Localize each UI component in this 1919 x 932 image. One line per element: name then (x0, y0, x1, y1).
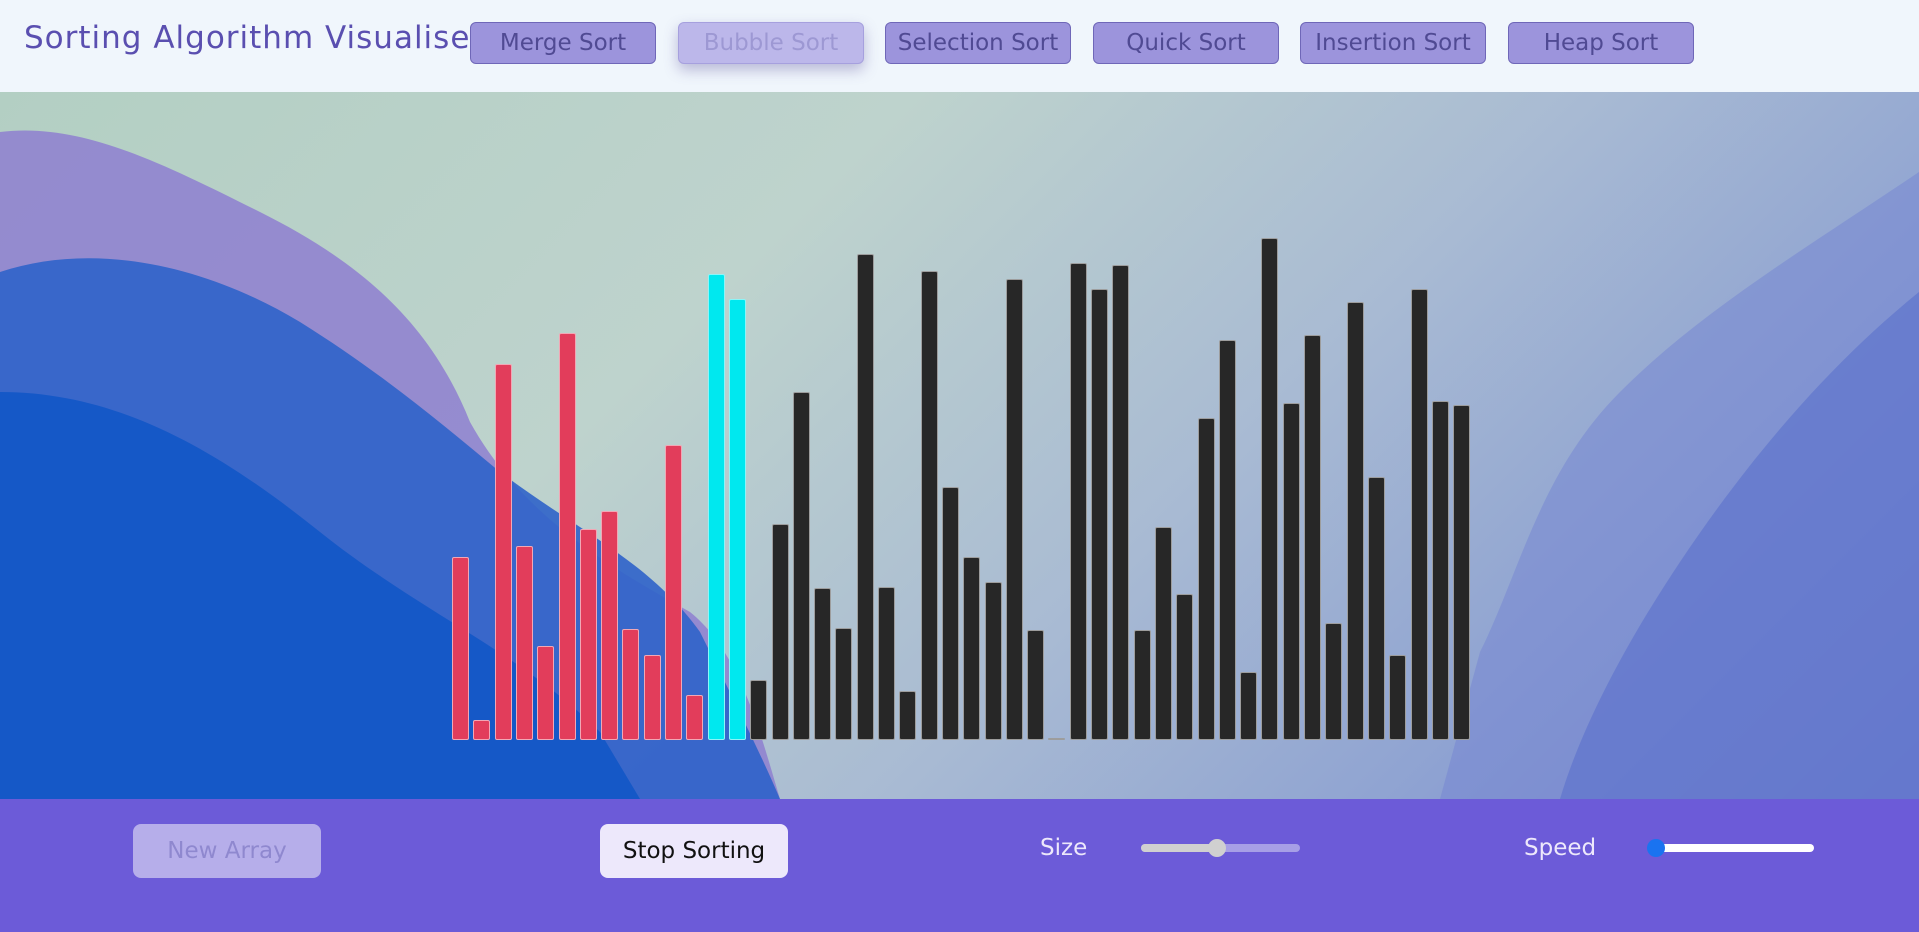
bar-chart-area (0, 92, 1919, 799)
array-bar (1367, 477, 1385, 740)
new-array-button[interactable]: New Array (133, 824, 321, 878)
array-bar (856, 254, 874, 740)
array-bar (1112, 265, 1130, 740)
array-bar (1069, 263, 1087, 740)
speed-slider[interactable] (1647, 839, 1814, 857)
heap-sort-button[interactable]: Heap Sort (1508, 22, 1694, 64)
array-bar (515, 546, 533, 740)
array-bar (601, 511, 619, 740)
control-panel: New Array Stop Sorting Size Speed (0, 799, 1919, 932)
array-bar (1261, 238, 1279, 740)
array-bar (1176, 594, 1194, 740)
array-bar (665, 445, 682, 740)
stop-sorting-button[interactable]: Stop Sorting (600, 824, 788, 878)
array-bar (1133, 630, 1151, 740)
array-bar (643, 655, 661, 740)
array-bar (878, 587, 895, 740)
size-slider[interactable] (1141, 839, 1300, 857)
array-bar (494, 364, 512, 740)
array-bar (537, 646, 555, 740)
array-bar (1048, 738, 1066, 740)
selection-sort-button[interactable]: Selection Sort (885, 22, 1071, 64)
array-bar (963, 557, 981, 740)
app-title: Sorting Algorithm Visualiser (24, 20, 485, 56)
array-bar (941, 487, 959, 740)
header-bar: Sorting Algorithm Visualiser Merge Sort … (0, 0, 1919, 92)
array-bar (1346, 302, 1364, 740)
array-bar (1282, 403, 1300, 740)
array-bar (728, 299, 746, 740)
array-bar (452, 557, 469, 740)
array-bar (473, 720, 491, 740)
array-bar (750, 680, 768, 740)
array-bar (1453, 405, 1471, 740)
array-bar (1005, 279, 1023, 740)
size-slider-fill (1141, 844, 1218, 852)
speed-slider-thumb[interactable] (1647, 839, 1665, 857)
array-bar (1240, 672, 1258, 740)
visualiser-stage (0, 92, 1919, 799)
insertion-sort-button[interactable]: Insertion Sort (1300, 22, 1486, 64)
array-bar (1027, 630, 1045, 740)
array-bar (579, 529, 597, 740)
array-bar (899, 691, 917, 740)
array-bar (558, 333, 576, 740)
merge-sort-button[interactable]: Merge Sort (470, 22, 656, 64)
array-bar (792, 392, 810, 740)
array-bar (1304, 335, 1321, 740)
array-bar (1389, 655, 1407, 740)
size-slider-thumb[interactable] (1208, 839, 1227, 857)
speed-label: Speed (1524, 835, 1597, 861)
quick-sort-button[interactable]: Quick Sort (1093, 22, 1279, 64)
array-bar (707, 274, 725, 740)
array-bar (1410, 289, 1428, 740)
array-bar (814, 588, 832, 740)
array-bar (835, 628, 853, 740)
array-bar (920, 271, 938, 740)
array-bar (686, 695, 704, 740)
bubble-sort-button[interactable]: Bubble Sort (678, 22, 864, 64)
array-bar (1218, 340, 1236, 740)
array-bar (1325, 623, 1343, 740)
size-label: Size (1040, 835, 1088, 861)
array-bar (1197, 418, 1215, 740)
array-bar (1091, 289, 1108, 740)
array-bar (771, 524, 789, 740)
array-bar (984, 582, 1002, 740)
array-bar (1154, 527, 1172, 740)
array-bar (622, 629, 640, 740)
array-bar (1431, 401, 1449, 740)
